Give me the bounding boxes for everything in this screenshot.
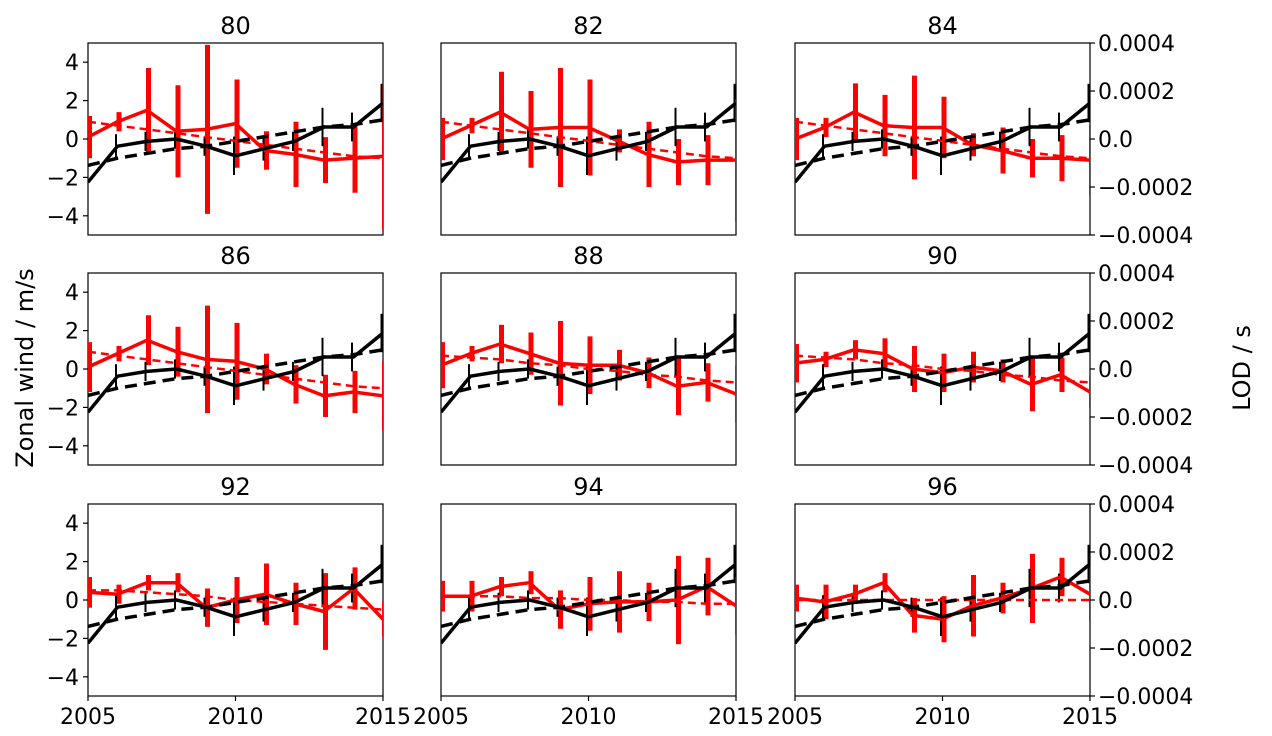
panel-88-plot-area: [441, 313, 736, 423]
x-tick-label: 2010: [561, 705, 617, 730]
panel-86-title: 86: [220, 242, 251, 270]
wind-trend-line: [795, 354, 1090, 384]
wind-line: [88, 338, 383, 398]
panel-84: 84 0.0004 0.0002 0.0 −0.0002 −0.0004: [794, 12, 1193, 249]
y-right-tick-label: 0.0002: [1098, 310, 1175, 335]
x-tick-label: 2010: [208, 705, 264, 730]
y-right-tick-label: −0.0002: [1098, 637, 1193, 662]
wind-line: [441, 110, 736, 164]
lod-line: [441, 101, 736, 184]
y-tick-label: 0: [65, 589, 79, 614]
wind-line: [795, 348, 1090, 394]
y-axis-label-left: Zonal wind / m/s: [11, 268, 39, 467]
lod-line: [795, 101, 1090, 184]
wind-line: [795, 110, 1090, 162]
wind-line: [795, 575, 1090, 621]
lod-line: [441, 331, 736, 414]
wind-line: [441, 342, 736, 396]
y-tick-label: 4: [65, 281, 79, 306]
y-right-tick-label: −0.0004: [1098, 685, 1193, 710]
y-tick-label: 4: [65, 51, 79, 76]
panel-96: 96 0.0004 0.0002 0.0 −0.0002 −0.0004 2005 2010 2…: [767, 473, 1193, 730]
y-right-tick-label: −0.0002: [1098, 406, 1193, 431]
panel-88-title: 88: [573, 242, 604, 270]
y-tick-label: 2: [65, 90, 79, 115]
y-tick-label: 2: [65, 551, 79, 576]
panel-94-title: 94: [573, 473, 604, 501]
y-tick-label: −2: [47, 396, 79, 421]
x-tick-label: 2005: [60, 705, 116, 730]
lod-line: [88, 562, 383, 645]
panel-92-title: 92: [220, 473, 251, 501]
x-tick-label: 2015: [708, 705, 764, 730]
panel-92: 92 4 2 0 −2 −4 2005 2010 2015: [47, 473, 411, 730]
y-right-tick-label: −0.0004: [1098, 454, 1193, 479]
wind-trend-line: [441, 120, 736, 160]
y-right-tick-label: 0.0: [1098, 128, 1133, 153]
panel-82-plot-area: [441, 67, 736, 222]
panel-84-plot-area: [795, 75, 1090, 195]
y-right-tick-label: 0.0: [1098, 358, 1133, 383]
lod-line: [441, 562, 736, 645]
y-tick-label: 4: [65, 512, 79, 537]
panel-80-title: 80: [220, 12, 251, 40]
panel-80-plot-area: [88, 44, 383, 230]
panel-90-title: 90: [927, 242, 958, 270]
panel-82: 82: [440, 12, 737, 236]
y-tick-label: −2: [47, 627, 79, 652]
lod-line: [88, 331, 383, 414]
y-right-tick-label: 0.0002: [1098, 541, 1175, 566]
wind-trend-line: [88, 350, 383, 390]
wind-trend-line: [441, 594, 736, 606]
x-tick-label: 2005: [413, 705, 469, 730]
panel-96-title: 96: [927, 473, 958, 501]
panel-84-title: 84: [927, 12, 958, 40]
y-tick-label: −4: [47, 666, 79, 691]
x-tick-label: 2015: [1062, 705, 1118, 730]
y-axis-label-right: LOD / s: [1228, 325, 1256, 411]
lod-line: [795, 562, 1090, 645]
y-tick-label: 0: [65, 128, 79, 153]
wind-line: [441, 580, 736, 612]
y-tick-label: −2: [47, 166, 79, 191]
wind-trend-line: [88, 120, 383, 160]
x-tick-label: 2010: [915, 705, 971, 730]
panel-80: 80 4 2 0 −2 −4: [47, 12, 384, 236]
panel-90-plot-area: [795, 313, 1090, 414]
y-tick-label: −4: [47, 435, 79, 460]
panel-92-plot-area: [88, 544, 383, 650]
wind-trend-line: [441, 354, 736, 384]
panel-86-plot-area: [88, 305, 383, 431]
panel-82-title: 82: [573, 12, 604, 40]
x-tick-label: 2005: [767, 705, 823, 730]
panel-88: 88: [440, 242, 737, 466]
y-right-tick-label: −0.0004: [1098, 224, 1193, 249]
x-tick-label: 2015: [355, 705, 411, 730]
y-tick-label: −4: [47, 205, 79, 230]
y-right-tick-label: −0.0002: [1098, 176, 1193, 201]
lod-line: [795, 331, 1090, 414]
y-right-tick-label: 0.0004: [1098, 32, 1175, 57]
y-right-tick-label: 0.0004: [1098, 493, 1175, 518]
y-right-tick-label: 0.0004: [1098, 262, 1175, 287]
y-tick-label: 0: [65, 358, 79, 383]
lod-line: [88, 101, 383, 184]
y-tick-label: 2: [65, 320, 79, 345]
y-right-tick-label: 0.0002: [1098, 80, 1175, 105]
y-right-tick-label: 0.0: [1098, 589, 1133, 614]
wind-line: [88, 580, 383, 621]
panel-90: 90 0.0004 0.0002 0.0 −0.0002 −0.0004: [794, 242, 1193, 479]
wind-trend-line: [795, 120, 1090, 160]
panel-94-plot-area: [441, 544, 736, 645]
panel-96-plot-area: [795, 544, 1090, 645]
panel-94: 94 2005 2010 2015: [413, 473, 764, 730]
panel-86: 86 4 2 0 −2 −4: [47, 242, 384, 466]
wind-line: [88, 108, 383, 162]
